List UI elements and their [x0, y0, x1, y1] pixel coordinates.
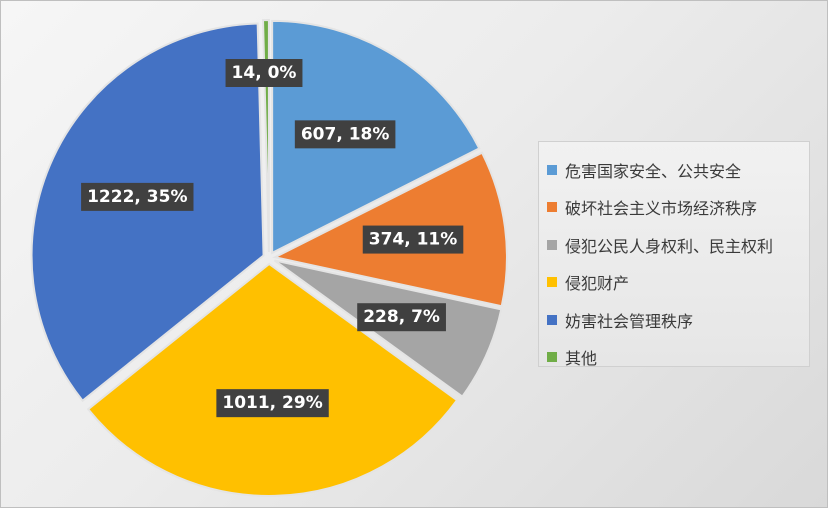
legend-swatch: [547, 277, 557, 288]
data-label-text-3: 1011, 29%: [222, 393, 322, 413]
data-label-box-1: [362, 225, 464, 254]
data-label-box-5: [225, 59, 303, 87]
data-label-box-3: [216, 389, 329, 418]
legend-item-4: 妨害社会管理秩序: [547, 301, 809, 339]
legend-swatch: [547, 239, 557, 250]
legend-label: 妨害社会管理秩序: [565, 311, 694, 331]
legend-item-0: 危害国家安全、公共安全: [547, 151, 809, 189]
data-label-2: 228, 7%: [357, 303, 446, 332]
legend-label: 其他: [565, 349, 598, 369]
data-label-0: 607, 18%: [294, 120, 396, 149]
data-label-box-0: [294, 120, 396, 149]
legend-swatch: [547, 202, 557, 213]
legend: 危害国家安全、公共安全 破坏社会主义市场经济秩序 侵犯公民人身权利、民主权利 侵犯财产…: [538, 141, 810, 368]
pie-slice-5: [261, 19, 270, 253]
data-label-4: 1222, 35%: [81, 182, 194, 211]
data-label-1: 374, 11%: [362, 225, 464, 254]
legend-item-3: 侵犯财产: [547, 264, 809, 302]
data-label-5: 14, 0%: [225, 59, 303, 87]
pie-slice-4: [30, 22, 265, 403]
legend-swatch: [547, 164, 557, 175]
legend-label: 侵犯财产: [565, 274, 630, 294]
pie-slice-3: [86, 262, 459, 497]
legend-item-1: 破坏社会主义市场经济秩序: [547, 189, 809, 227]
data-label-text-2: 228, 7%: [363, 307, 440, 327]
data-labels: 607, 18% 374, 11% 228, 7% 1011, 29% 1222, 35…: [81, 59, 464, 418]
legend-item-2: 侵犯公民人身权利、民主权利: [547, 226, 809, 264]
legend-swatch: [547, 314, 557, 325]
data-label-box-4: [81, 182, 194, 211]
data-label-3: 1011, 29%: [216, 389, 329, 418]
data-label-text-0: 607, 18%: [301, 124, 390, 144]
legend-label: 侵犯公民人身权利、民主权利: [565, 236, 774, 256]
data-label-box-2: [357, 303, 446, 332]
legend-label: 破坏社会主义市场经济秩序: [565, 199, 758, 219]
data-label-text-4: 1222, 35%: [87, 187, 187, 207]
legend-label: 危害国家安全、公共安全: [565, 161, 742, 181]
data-label-text-1: 374, 11%: [369, 230, 458, 250]
legend-swatch: [547, 352, 557, 363]
legend-item-5: 其他: [547, 339, 809, 377]
pie-slices: [30, 19, 508, 497]
data-label-text-5: 14, 0%: [232, 63, 297, 83]
